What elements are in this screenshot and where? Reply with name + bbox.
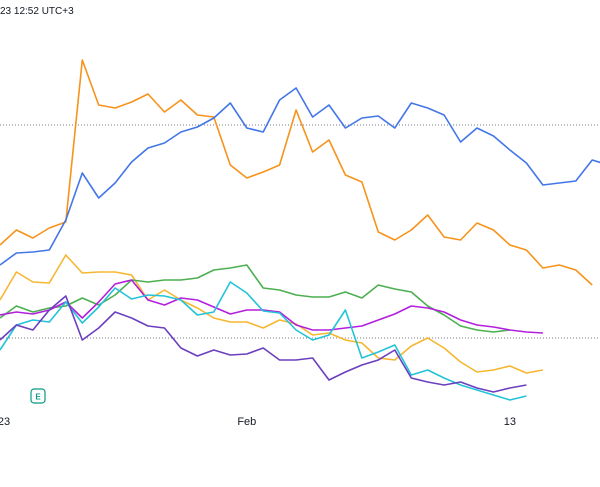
series-line-6	[0, 281, 527, 401]
x-axis: 23Feb1321Mar13	[0, 416, 516, 428]
x-tick-label: Feb	[237, 416, 256, 428]
series-line-2	[0, 87, 600, 266]
series-line-5	[0, 279, 543, 334]
x-tick-label: 13	[504, 416, 516, 428]
series-line-1	[0, 59, 593, 286]
series-line-3	[0, 254, 544, 374]
series-layer	[0, 59, 600, 401]
event-badge-letter: E	[35, 393, 41, 402]
series-line-7	[0, 295, 527, 393]
reference-lines	[0, 124, 600, 339]
series-line-4	[0, 264, 510, 333]
x-tick-label: 23	[0, 416, 10, 428]
event-badge[interactable]: E	[30, 388, 46, 404]
chart-timestamp: 23 12:52 UTC+3	[0, 6, 74, 17]
